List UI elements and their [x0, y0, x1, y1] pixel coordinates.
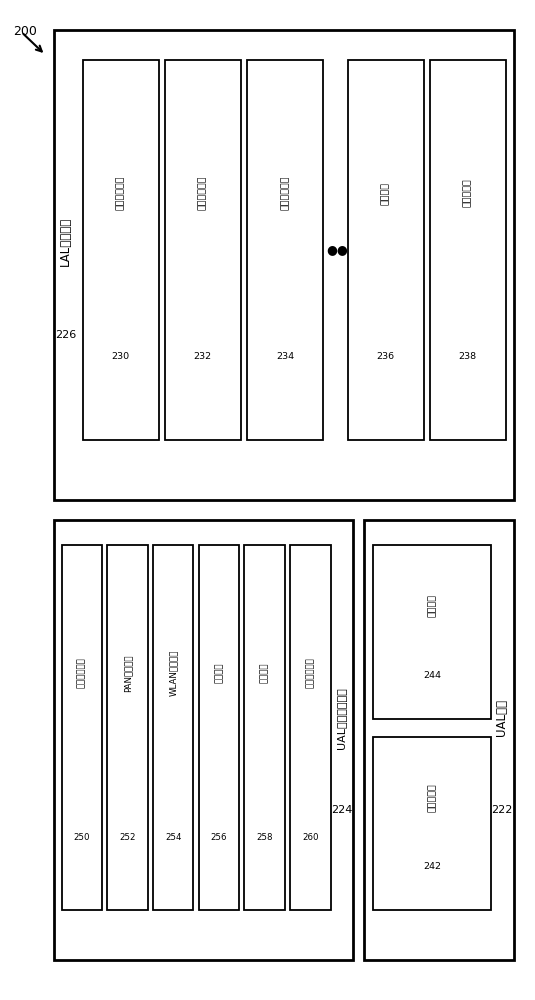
Text: 238: 238 [458, 352, 477, 361]
Text: 汇编模块: 汇编模块 [428, 594, 437, 617]
Bar [153, 545, 194, 910]
Bar [364, 520, 514, 960]
Bar [198, 545, 239, 910]
Text: 224: 224 [331, 805, 352, 815]
Text: 250: 250 [73, 832, 90, 842]
Bar [108, 545, 148, 910]
Text: 信道模块: 信道模块 [215, 662, 224, 683]
Text: ●●: ●● [327, 243, 348, 256]
Text: 244: 244 [423, 671, 441, 680]
Text: 分组化模块: 分组化模块 [428, 783, 437, 812]
Text: UAL基础协议模块: UAL基础协议模块 [337, 687, 346, 749]
Text: 226: 226 [55, 330, 76, 340]
Text: 连接维持模块: 连接维持模块 [306, 657, 315, 688]
Text: 基础投射模块: 基础投射模块 [116, 176, 125, 210]
Text: 258: 258 [256, 832, 273, 842]
Text: 播放模块: 播放模块 [381, 182, 390, 205]
Text: 232: 232 [194, 352, 212, 361]
Text: WLAN设置模块: WLAN设置模块 [169, 650, 178, 696]
Text: 256: 256 [211, 832, 227, 842]
Text: 230: 230 [112, 352, 130, 361]
Bar [430, 60, 506, 440]
Text: 254: 254 [165, 832, 181, 842]
Text: UAL传送: UAL传送 [495, 700, 508, 736]
Text: 安全模块: 安全模块 [260, 662, 269, 683]
Text: PAN配对模块: PAN配对模块 [123, 654, 132, 692]
Bar [54, 30, 514, 500]
Text: 234: 234 [276, 352, 294, 361]
Bar [373, 545, 491, 718]
Text: 252: 252 [119, 832, 136, 842]
Text: 242: 242 [423, 862, 441, 871]
Bar [83, 60, 158, 440]
Bar [247, 60, 323, 440]
Bar [244, 545, 285, 910]
Bar [165, 60, 241, 440]
Text: 群集投射模块: 群集投射模块 [198, 176, 208, 210]
Text: 236: 236 [377, 352, 395, 361]
Text: 助理集成模块: 助理集成模块 [280, 176, 289, 210]
Bar [54, 520, 353, 960]
Bar [348, 60, 424, 440]
Bar [373, 736, 491, 910]
Bar [62, 545, 102, 910]
Text: 传送发现模块: 传送发现模块 [77, 657, 86, 688]
Text: 200: 200 [13, 25, 37, 38]
Text: 260: 260 [302, 832, 319, 842]
Text: 传感器模块: 传感器模块 [463, 179, 472, 207]
Bar [291, 545, 331, 910]
Text: LAL协议模块: LAL协议模块 [59, 217, 72, 266]
Text: 222: 222 [491, 805, 513, 815]
